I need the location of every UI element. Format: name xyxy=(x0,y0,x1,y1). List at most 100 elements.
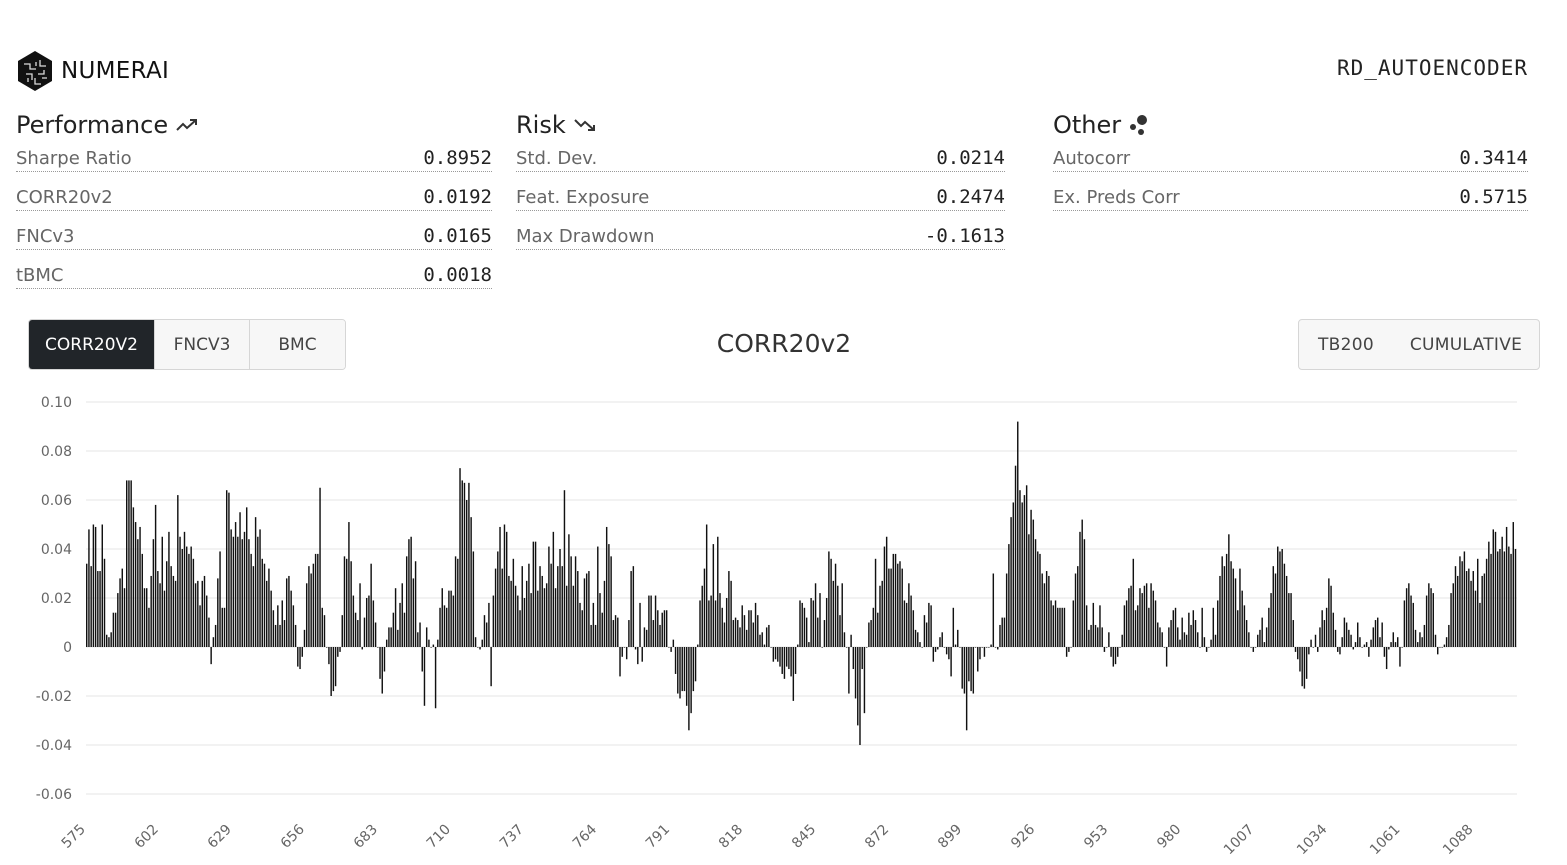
bar xyxy=(1423,624,1426,647)
bar xyxy=(86,563,88,647)
bar xyxy=(1168,627,1170,647)
metric-value: 0.2474 xyxy=(936,186,1005,208)
bar xyxy=(748,610,750,647)
risk-heading: Risk xyxy=(516,108,1005,142)
bar xyxy=(557,566,559,647)
y-tick-label: 0.06 xyxy=(41,493,72,509)
bar xyxy=(1303,647,1306,689)
risk-section: Risk Std. Dev. 0.0214 Feat. Exposure 0.247… xyxy=(516,108,1005,251)
bar xyxy=(374,622,377,647)
bar xyxy=(345,558,348,647)
bar xyxy=(352,595,355,647)
bar xyxy=(1392,632,1395,647)
bar xyxy=(430,647,432,648)
bar xyxy=(1405,588,1408,647)
bar xyxy=(1497,551,1499,647)
bar xyxy=(1050,600,1052,647)
bar xyxy=(1048,575,1050,647)
y-tick-label: 0.04 xyxy=(41,542,72,558)
bar xyxy=(1243,605,1246,647)
bar xyxy=(1181,617,1183,647)
bar xyxy=(1081,519,1083,647)
bar xyxy=(1297,647,1299,660)
bar xyxy=(497,551,499,647)
grid-lines xyxy=(86,401,1517,795)
bar xyxy=(819,593,821,647)
bar xyxy=(1263,642,1266,647)
bar xyxy=(461,480,463,647)
bar xyxy=(732,620,735,647)
x-tick-label: 737 xyxy=(497,822,527,852)
bar xyxy=(270,590,272,647)
bar xyxy=(954,644,957,647)
bar xyxy=(950,647,952,677)
bar xyxy=(1085,605,1088,647)
bar xyxy=(825,598,828,647)
bar xyxy=(550,563,552,647)
bar xyxy=(1128,588,1130,647)
bar xyxy=(665,610,668,647)
bar xyxy=(1214,634,1217,647)
x-tick-label: 629 xyxy=(205,822,235,852)
bar xyxy=(1479,602,1481,647)
y-tick-label: -0.02 xyxy=(36,689,72,705)
bar xyxy=(279,624,281,647)
y-tick-label: 0.08 xyxy=(41,444,72,460)
tab-fncv3[interactable]: FNCV3 xyxy=(155,320,250,369)
bar xyxy=(668,647,670,648)
bar xyxy=(88,529,90,647)
bar xyxy=(1212,607,1215,647)
bar xyxy=(245,507,248,647)
bar xyxy=(799,600,801,647)
bar xyxy=(699,600,701,647)
bar xyxy=(148,607,150,647)
bar xyxy=(354,612,357,647)
bar xyxy=(1490,553,1492,647)
bar xyxy=(537,590,539,647)
bar xyxy=(1485,558,1488,647)
bar xyxy=(1348,629,1350,647)
tab-bmc[interactable]: BMC xyxy=(250,320,345,369)
bar xyxy=(774,647,777,660)
bar xyxy=(321,607,323,647)
bar xyxy=(1034,539,1037,647)
bar xyxy=(1141,593,1143,647)
bar xyxy=(1339,647,1341,655)
bar xyxy=(865,647,868,648)
bar xyxy=(1161,632,1163,647)
x-tick-label: 764 xyxy=(570,821,600,851)
bar xyxy=(1125,600,1128,647)
metric-value: 0.3414 xyxy=(1459,147,1528,169)
bar xyxy=(697,644,699,647)
tb200-toggle[interactable]: TB200 xyxy=(1318,334,1374,355)
bar xyxy=(1445,637,1448,647)
bar xyxy=(508,575,510,647)
bar xyxy=(919,642,921,647)
bar xyxy=(965,647,968,731)
cumulative-toggle[interactable]: CUMULATIVE xyxy=(1409,334,1523,355)
bar xyxy=(1470,580,1472,647)
numerai-logo[interactable]: NUMERAI xyxy=(16,50,169,92)
bar xyxy=(1152,590,1155,647)
y-tick-label: -0.06 xyxy=(36,787,72,803)
section-title: Other xyxy=(1053,111,1122,139)
numerai-logo-icon xyxy=(18,51,52,91)
bar xyxy=(917,632,919,647)
bar xyxy=(1117,647,1119,657)
bar xyxy=(392,612,395,647)
x-tick-label: 1088 xyxy=(1440,822,1477,859)
bar xyxy=(837,585,839,647)
bar xyxy=(710,595,712,647)
bar xyxy=(1317,647,1319,652)
bar xyxy=(1281,549,1283,647)
bar xyxy=(821,647,823,648)
bar xyxy=(588,571,590,647)
bar xyxy=(1088,629,1090,647)
tab-corr20v2[interactable]: CORR20V2 xyxy=(29,320,155,369)
bar xyxy=(499,526,501,647)
metric-row: Sharpe Ratio 0.8952 xyxy=(16,142,492,172)
bar xyxy=(1219,575,1221,647)
x-tick-label: 926 xyxy=(1008,821,1038,851)
bar xyxy=(1103,647,1106,652)
bar xyxy=(261,558,263,647)
